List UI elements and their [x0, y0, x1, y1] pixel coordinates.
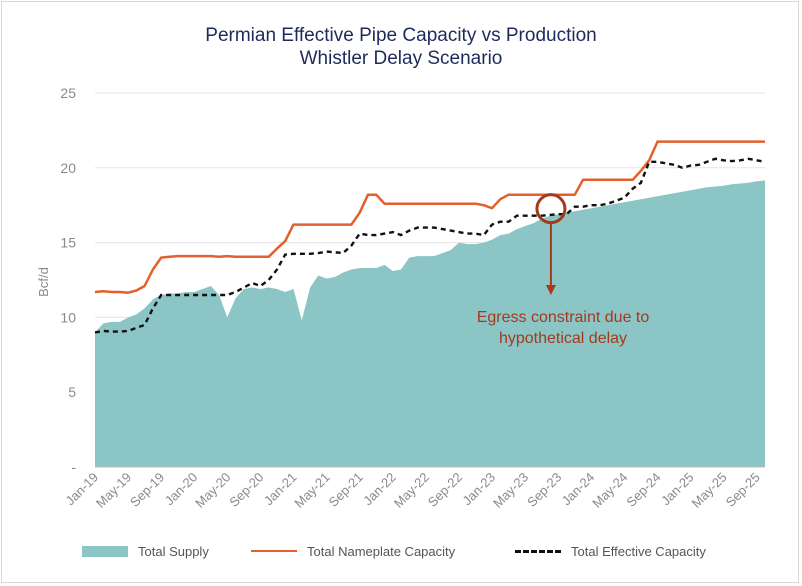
- y-tick-label: 25: [60, 85, 76, 101]
- x-tick-label: Sep-22: [425, 470, 465, 510]
- legend-label: Total Effective Capacity: [571, 543, 706, 559]
- y-tick-label: -: [71, 459, 76, 475]
- series-total-nameplate-capacity-line: [94, 140, 765, 294]
- annotation-group: Egress constraint due to hypothetical del…: [477, 193, 650, 347]
- series-layer: [94, 140, 766, 467]
- legend-swatch-dashed: [515, 549, 561, 553]
- annotation-text-line1: Egress constraint due to: [477, 309, 650, 326]
- legend: Total Supply Total Nameplate Capacity To…: [0, 540, 802, 562]
- legend-swatch-line: [251, 550, 297, 552]
- y-tick-label: 10: [60, 309, 76, 325]
- series-total-supply-area: [95, 180, 765, 467]
- annotation-text-line2: hypothetical delay: [499, 330, 627, 347]
- y-tick-label: 15: [60, 235, 76, 251]
- x-tick-label: May-24: [589, 470, 630, 511]
- legend-label: Total Nameplate Capacity: [307, 543, 456, 559]
- legend-swatch-area: [82, 545, 128, 557]
- legend-item-effective-capacity: Total Effective Capacity: [515, 540, 706, 562]
- x-tick-label: May-23: [490, 470, 531, 511]
- x-tick-label: Sep-25: [723, 470, 763, 510]
- x-tick-label: Sep-24: [623, 470, 663, 510]
- x-tick-label: Sep-21: [326, 470, 366, 510]
- x-tick-label: May-21: [291, 470, 332, 511]
- x-axis-ticks: Jan-19May-19Sep-19Jan-20May-20Sep-20Jan-…: [62, 470, 762, 511]
- x-tick-label: Sep-20: [226, 470, 266, 510]
- x-tick-label: May-25: [688, 470, 729, 511]
- x-tick-label: May-19: [93, 470, 134, 511]
- y-tick-label: 20: [60, 160, 76, 176]
- annotation-arrowhead: [545, 285, 556, 295]
- x-tick-label: May-20: [192, 470, 233, 511]
- chart-title: Permian Effective Pipe Capacity vs Produ…: [205, 25, 597, 46]
- x-tick-label: Sep-19: [127, 470, 167, 510]
- y-axis-label: Bcf/d: [36, 267, 51, 297]
- chart-subtitle: Whistler Delay Scenario: [299, 48, 503, 69]
- x-tick-label: May-22: [391, 470, 432, 511]
- y-tick-label: 5: [68, 384, 76, 400]
- series-total-effective-capacity-line: [94, 157, 766, 334]
- y-axis-ticks: - 5 10 15 20 25: [60, 85, 76, 475]
- x-tick-label: Sep-23: [524, 470, 564, 510]
- legend-label: Total Supply: [138, 543, 209, 559]
- legend-item-total-supply: Total Supply: [82, 540, 209, 562]
- legend-item-nameplate-capacity: Total Nameplate Capacity: [251, 540, 455, 562]
